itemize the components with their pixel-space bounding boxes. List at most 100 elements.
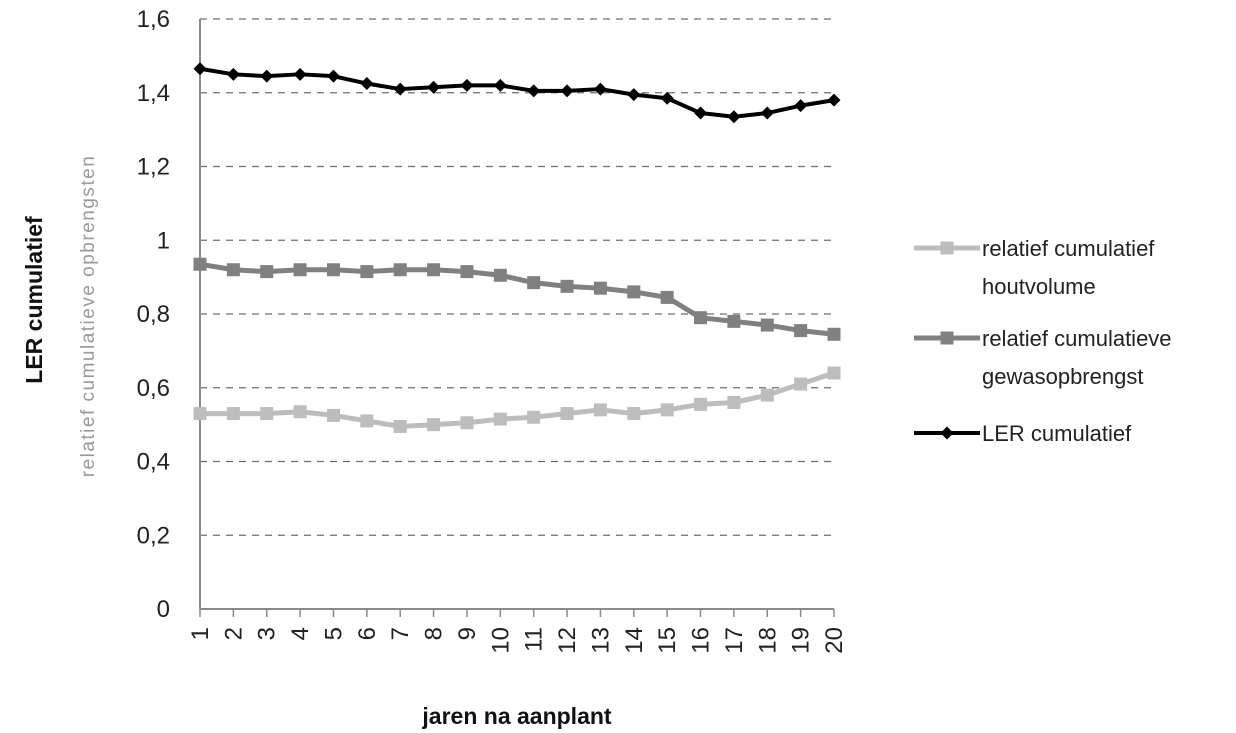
- data-point: [293, 263, 307, 277]
- legend-swatch-marker: [940, 426, 954, 440]
- y-tick-label: 0,4: [137, 449, 170, 476]
- data-point: [527, 84, 541, 98]
- series-1: [193, 366, 841, 433]
- y-tick-label: 1,4: [137, 80, 170, 107]
- data-point: [560, 279, 574, 293]
- y-tick-label: 1,2: [137, 154, 170, 181]
- x-tick-label: 1: [187, 627, 214, 640]
- x-tick-label: 19: [788, 627, 815, 654]
- data-point: [460, 78, 474, 92]
- legend-label: houtvolume: [982, 274, 1096, 299]
- data-point: [794, 324, 808, 338]
- x-tick-label: 10: [487, 627, 514, 654]
- x-tick-label: 8: [421, 627, 448, 640]
- y-tick-label: 0,8: [137, 301, 170, 328]
- legend-entry: relatief cumulatief houtvolume: [914, 236, 1155, 299]
- data-point: [193, 62, 207, 76]
- data-point: [660, 403, 674, 417]
- x-axis-title: jaren na aanplant: [421, 703, 612, 729]
- x-tick-marks: [199, 609, 835, 617]
- data-point: [727, 110, 741, 124]
- data-point: [326, 263, 340, 277]
- data-point: [794, 377, 808, 391]
- data-point: [593, 281, 607, 295]
- data-point: [427, 263, 441, 277]
- data-point: [493, 268, 507, 282]
- data-point: [527, 410, 541, 424]
- x-tick-label: 12: [554, 627, 581, 654]
- data-point: [326, 69, 340, 83]
- data-point: [193, 257, 207, 271]
- data-point: [360, 265, 374, 279]
- legend-swatch-marker: [940, 331, 954, 345]
- data-point: [493, 412, 507, 426]
- data-point: [694, 311, 708, 325]
- data-point: [827, 93, 841, 107]
- x-tick-label: 5: [320, 627, 347, 640]
- y-tick-label: 1: [157, 227, 170, 254]
- data-point: [527, 276, 541, 290]
- data-point: [393, 82, 407, 96]
- x-tick-label: 13: [587, 627, 614, 654]
- data-point: [260, 265, 274, 279]
- data-point: [226, 263, 240, 277]
- y-tick-label: 0,6: [137, 375, 170, 402]
- data-point: [460, 416, 474, 430]
- x-tick-label: 7: [387, 627, 414, 640]
- legend-label: relatief cumulatieve: [982, 326, 1172, 351]
- data-point: [260, 407, 274, 421]
- y-tick-labels: 0 0,2 0,4 0,6 0,8 1 1,2 1,4 1,6: [137, 6, 170, 623]
- x-tick-label: 9: [454, 627, 481, 640]
- data-point: [827, 327, 841, 341]
- x-tick-label: 18: [754, 627, 781, 654]
- data-point: [493, 78, 507, 92]
- data-point: [393, 419, 407, 433]
- data-point: [293, 405, 307, 419]
- x-tick-label: 2: [220, 627, 247, 640]
- x-tick-label: 14: [621, 627, 648, 654]
- data-point: [560, 84, 574, 98]
- legend-label: relatief cumulatief: [982, 236, 1155, 261]
- x-tick-label: 3: [254, 627, 281, 640]
- series-2: [193, 257, 841, 341]
- legend-entry: relatief cumulatieve gewasopbrengst: [914, 326, 1172, 389]
- y-tick-label: 0: [157, 596, 170, 623]
- data-point: [694, 397, 708, 411]
- data-point: [193, 407, 207, 421]
- legend-label: gewasopbrengst: [982, 364, 1143, 389]
- data-point: [360, 77, 374, 91]
- data-point: [427, 418, 441, 432]
- data-point: [627, 88, 641, 102]
- data-point: [660, 91, 674, 105]
- data-point: [360, 414, 374, 428]
- axes: [199, 19, 834, 610]
- data-point: [727, 396, 741, 409]
- x-tick-label: 6: [354, 627, 381, 640]
- series-group: [193, 62, 841, 433]
- data-point: [393, 263, 407, 277]
- data-point: [427, 80, 441, 94]
- x-tick-labels: 1 2 3 4 5 6 7 8 9 10 11 12 13 14 15 16 17 18 19 20: [187, 627, 848, 654]
- x-tick-label: 11: [521, 627, 548, 652]
- data-point: [226, 407, 240, 421]
- data-point: [794, 99, 808, 113]
- data-point: [727, 314, 741, 328]
- data-point: [326, 408, 340, 422]
- data-point: [460, 265, 474, 279]
- x-tick-label: 16: [688, 627, 715, 654]
- legend-entry: LER cumulatief: [914, 421, 1132, 446]
- x-tick-label: 15: [654, 627, 681, 654]
- y-tick-label: 1,6: [137, 6, 170, 33]
- legend-label: LER cumulatief: [982, 421, 1132, 446]
- legend-swatch-marker: [940, 241, 954, 255]
- data-point: [293, 67, 307, 81]
- data-point: [660, 290, 674, 304]
- data-point: [827, 366, 841, 380]
- data-point: [260, 69, 274, 83]
- data-point: [627, 285, 641, 299]
- data-point: [760, 388, 774, 402]
- series-3: [193, 62, 841, 124]
- x-tick-label: 17: [721, 627, 748, 654]
